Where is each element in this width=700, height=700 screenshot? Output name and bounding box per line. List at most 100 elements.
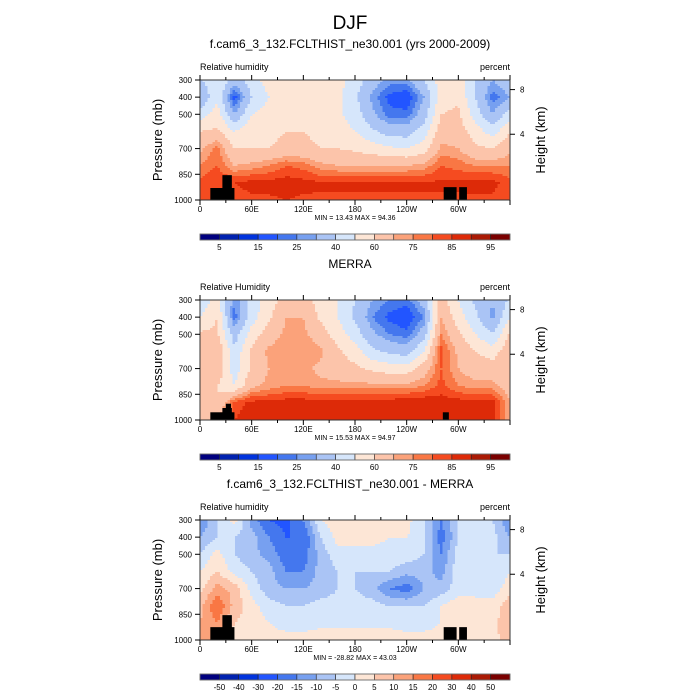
contour-cell bbox=[205, 82, 228, 85]
contour-cell bbox=[432, 546, 441, 549]
contour-cell bbox=[282, 586, 308, 589]
contour-cell bbox=[217, 526, 243, 529]
contour-cell bbox=[272, 566, 286, 569]
contour-cell bbox=[427, 326, 433, 329]
contour-cell bbox=[455, 106, 458, 109]
contour-cell bbox=[477, 316, 491, 319]
contour-cell bbox=[387, 98, 413, 101]
contour-cell bbox=[502, 586, 511, 589]
contour-cell bbox=[460, 330, 473, 333]
contour-cell bbox=[425, 526, 433, 529]
contour-cell bbox=[497, 534, 508, 537]
contour-cell bbox=[452, 576, 508, 579]
contour-cell bbox=[267, 172, 313, 175]
contour-cell bbox=[277, 338, 313, 341]
contour-cell bbox=[200, 406, 223, 409]
contour-cell bbox=[410, 92, 416, 95]
contour-cell bbox=[217, 332, 226, 335]
contour-cell bbox=[417, 112, 428, 115]
contour-cell bbox=[457, 158, 476, 161]
contour-cell bbox=[212, 552, 221, 555]
contour-cell bbox=[505, 402, 511, 405]
contour-cell bbox=[380, 306, 403, 309]
contour-cell bbox=[220, 550, 236, 553]
contour-cell bbox=[505, 302, 511, 305]
contour-cell bbox=[347, 356, 368, 359]
colorbar-box bbox=[354, 673, 375, 681]
contour-cell bbox=[387, 300, 411, 303]
y-tick-label: 500 bbox=[179, 110, 193, 119]
contour-cell bbox=[495, 416, 501, 419]
contour-cell bbox=[347, 120, 366, 123]
y-tick-label: 850 bbox=[179, 390, 193, 399]
contour-cell bbox=[222, 144, 233, 147]
contour-cell bbox=[202, 330, 218, 333]
contour-cell bbox=[505, 156, 511, 159]
contour-cell bbox=[307, 528, 313, 531]
contour-cell bbox=[260, 384, 426, 387]
contour-cell bbox=[452, 314, 466, 317]
contour-cell bbox=[282, 156, 301, 159]
contour-cell bbox=[450, 306, 461, 309]
contour-cell bbox=[230, 104, 233, 107]
contour-cell bbox=[437, 530, 446, 533]
contour-cell bbox=[250, 94, 268, 97]
contour-cell bbox=[507, 136, 511, 139]
contour-cell bbox=[475, 86, 488, 89]
contour-cell bbox=[452, 570, 511, 573]
contour-cell bbox=[242, 598, 253, 601]
contour-cell bbox=[232, 86, 238, 89]
contour-cell bbox=[432, 362, 438, 365]
contour-cell bbox=[237, 618, 266, 621]
contour-cell bbox=[430, 92, 438, 95]
contour-cell bbox=[415, 336, 426, 339]
contour-cell bbox=[370, 98, 378, 101]
contour-cell bbox=[252, 168, 281, 171]
contour-cell bbox=[457, 356, 486, 359]
contour-cell bbox=[257, 542, 273, 545]
contour-cell bbox=[355, 574, 406, 577]
contour-cell bbox=[467, 130, 483, 133]
contour-cell bbox=[225, 402, 231, 405]
contour-cell bbox=[260, 334, 281, 337]
contour-cell bbox=[200, 152, 211, 155]
contour-cell bbox=[232, 626, 276, 629]
contour-cell bbox=[432, 156, 441, 159]
contour-cell bbox=[410, 382, 428, 385]
contour-cell bbox=[232, 322, 238, 325]
contour-cell bbox=[232, 630, 286, 633]
contour-cell bbox=[460, 114, 471, 117]
contour-cell bbox=[227, 94, 231, 97]
contour-cell bbox=[220, 310, 226, 313]
contour-cell bbox=[452, 374, 466, 377]
contour-cell bbox=[240, 318, 248, 321]
contour-cell bbox=[437, 96, 466, 99]
contour-cell bbox=[215, 620, 218, 623]
contour-cell bbox=[235, 548, 258, 551]
contour-cell bbox=[215, 598, 221, 601]
contour-cell bbox=[240, 366, 251, 369]
contour-cell bbox=[500, 408, 506, 411]
contour-cell bbox=[317, 564, 333, 567]
contour-cell bbox=[355, 572, 433, 575]
contour-cell bbox=[500, 182, 511, 185]
contour-cell bbox=[230, 602, 243, 605]
contour-cell bbox=[430, 90, 438, 93]
contour-cell bbox=[355, 578, 393, 581]
contour-cell bbox=[200, 614, 203, 617]
contour-cell bbox=[480, 110, 491, 113]
contour-cell bbox=[372, 104, 381, 107]
contour-cell bbox=[230, 364, 241, 367]
contour-cell bbox=[222, 312, 226, 315]
contour-cell bbox=[460, 110, 471, 113]
contour-cell bbox=[455, 598, 508, 601]
contour-cell bbox=[505, 124, 511, 127]
contour-cell bbox=[335, 590, 358, 593]
contour-cell bbox=[372, 328, 386, 331]
contour-cell bbox=[470, 110, 481, 113]
right-tick-label: 4 bbox=[520, 350, 525, 359]
contour-cell bbox=[380, 82, 413, 85]
colorbar-label: 40 bbox=[467, 683, 476, 692]
contour-cell bbox=[372, 598, 406, 601]
contour-cell bbox=[227, 98, 231, 101]
